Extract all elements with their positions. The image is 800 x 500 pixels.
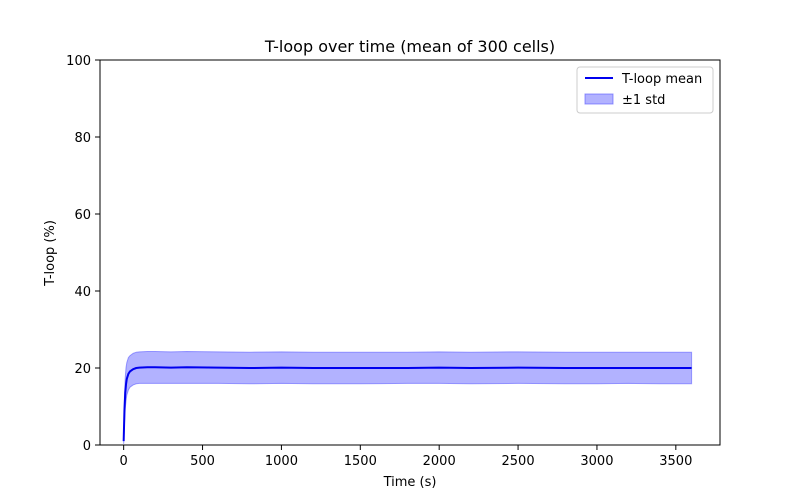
x-tick-label: 2500 <box>502 454 535 469</box>
x-tick-label: 0 <box>120 454 128 469</box>
x-axis-label: Time (s) <box>383 475 437 490</box>
x-tick-label: 1000 <box>265 454 298 469</box>
y-tick-label: 20 <box>74 362 91 377</box>
y-tick-label: 60 <box>74 208 91 223</box>
legend: T-loop mean ±1 std <box>576 66 714 114</box>
std-band <box>123 350 693 444</box>
y-axis-label: T-loop (%) <box>43 220 58 287</box>
legend-mean-label: T-loop mean <box>621 72 702 87</box>
std-band-layer <box>123 350 693 444</box>
plot-frame <box>99 59 721 446</box>
legend-band-label: ±1 std <box>622 93 665 108</box>
y-tick-label: 100 <box>66 54 91 69</box>
y-tick-label: 80 <box>74 131 91 146</box>
y-axis: 0 20 40 60 80 100 <box>66 54 100 454</box>
x-tick-label: 2000 <box>423 454 456 469</box>
x-tick-label: 3000 <box>580 454 613 469</box>
y-tick-label: 0 <box>83 439 91 454</box>
x-tick-label: 3500 <box>659 454 692 469</box>
series-line-0 <box>122 366 692 442</box>
x-axis: 0 500 1000 1500 2000 2500 3000 3500 <box>120 445 692 469</box>
series-layer <box>122 366 692 442</box>
x-tick-label: 500 <box>190 454 215 469</box>
x-tick-label: 1500 <box>344 454 377 469</box>
legend-band-swatch <box>584 93 614 105</box>
chart-title: T-loop over time (mean of 300 cells) <box>264 37 555 56</box>
y-tick-label: 40 <box>74 285 91 300</box>
